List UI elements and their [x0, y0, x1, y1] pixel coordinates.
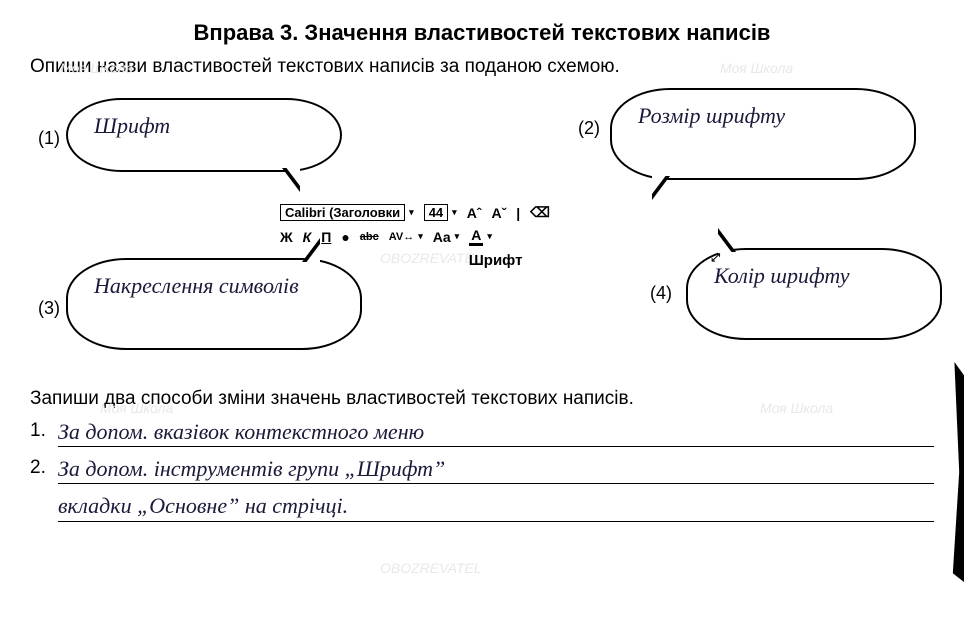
dropdown-icon[interactable]: ▾ [452, 207, 457, 218]
bubble-4-text: Колір шрифту [714, 263, 849, 288]
instruction-text: Опиши назви властивостей текстових напис… [30, 56, 934, 78]
italic-button[interactable]: К [303, 229, 312, 245]
diagram-area: (1) Шрифт (2) Розмір шрифту (3) Накресле… [30, 88, 934, 368]
bubble-2-number: (2) [578, 118, 600, 139]
bubble-1-text: Шрифт [94, 113, 170, 138]
ribbon-row-2: Ж К П ● abc AV↔ ▾ Aa ▾ A ▾ [280, 227, 720, 246]
font-ribbon-group: Calibri (Заголовки▾ 44▾ Aˆ Aˇ | ⌫ Ж К П … [280, 198, 720, 269]
bubble-2-text: Розмір шрифту [638, 103, 785, 128]
strike-button[interactable]: abc [360, 231, 379, 243]
answer-2-text-line2: вкладки „Основне” на стрічці. [58, 494, 934, 521]
case-button[interactable]: Aa [433, 229, 451, 245]
underline-button[interactable]: П [321, 229, 331, 245]
page-edge-artifact [948, 362, 964, 582]
bold-button[interactable]: Ж [280, 229, 293, 245]
bubble-4-number: (4) [650, 283, 672, 304]
grow-font-button[interactable]: Aˆ [467, 205, 482, 221]
list-number: 2. [30, 457, 50, 479]
list-item: 1. За допом. вказівок контекстного меню [30, 420, 934, 447]
answers-list: 1. За допом. вказівок контекстного меню … [30, 420, 934, 522]
exercise-title: Вправа 3. Значення властивостей текстови… [30, 20, 934, 46]
font-name-selector[interactable]: Calibri (Заголовки [280, 204, 405, 221]
ribbon-group-name: Шрифт [469, 252, 523, 269]
bubble-3-text: Накреслення символів [94, 273, 299, 298]
shrink-font-button[interactable]: Aˇ [491, 205, 506, 221]
bubble-tail [652, 176, 670, 200]
dropdown-icon[interactable]: ▾ [418, 231, 423, 242]
ribbon-row-1: Calibri (Заголовки▾ 44▾ Aˆ Aˇ | ⌫ [280, 204, 720, 221]
list-number: 1. [30, 420, 50, 442]
bubble-4: Колір шрифту [686, 248, 942, 340]
answer-1-text: За допом. вказівок контекстного меню [58, 420, 934, 447]
instruction-text-2: Запиши два способи зміни значень властив… [30, 388, 934, 410]
font-color-button[interactable]: A [469, 227, 483, 246]
dropdown-icon[interactable]: ▾ [409, 207, 414, 218]
dropdown-icon[interactable]: ▾ [455, 231, 460, 242]
dropdown-icon[interactable]: ▾ [487, 231, 492, 242]
bubble-tail [718, 228, 736, 252]
list-item: 2. За допом. інструментів групи „Шрифт” [30, 457, 934, 484]
bubble-tail [282, 168, 300, 192]
bubble-3-number: (3) [38, 298, 60, 319]
clear-format-button[interactable]: ⌫ [530, 204, 550, 221]
bubble-1: Шрифт [66, 98, 342, 172]
watermark: OBOZREVATEL [380, 560, 482, 576]
font-size-selector[interactable]: 44 [424, 204, 448, 221]
dialog-launcher-icon[interactable]: ⤢ [711, 252, 720, 265]
bubble-1-number: (1) [38, 128, 60, 149]
answer-2-text-line1: За допом. інструментів групи „Шрифт” [58, 457, 934, 484]
bubble-3: Накреслення символів [66, 258, 362, 350]
shadow-button[interactable]: ● [341, 229, 349, 245]
bubble-2: Розмір шрифту [610, 88, 916, 180]
spacing-button[interactable]: AV↔ [389, 231, 414, 243]
ribbon-group-label: Шрифт ⤢ [280, 252, 720, 269]
